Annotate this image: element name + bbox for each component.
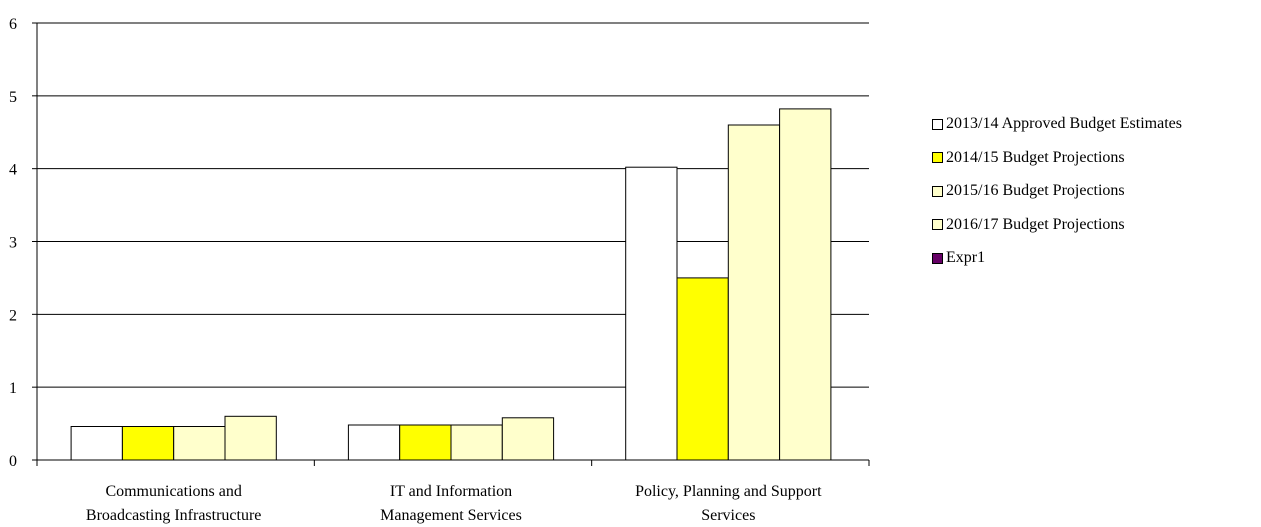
y-tick-label: 2	[9, 307, 17, 324]
bar	[121, 426, 175, 461]
bar	[727, 124, 781, 461]
x-tick-label: Policy, Planning and Support	[635, 483, 822, 500]
legend-swatch	[932, 152, 943, 163]
legend-label: 2016/17 Budget Projections	[946, 215, 1125, 233]
legend-item: 2016/17 Budget Projections	[932, 214, 1182, 236]
y-tick-label: 6	[9, 16, 17, 33]
legend-swatch	[932, 252, 943, 264]
y-tick-label: 4	[9, 162, 17, 179]
legend-item: 2015/16 Budget Projections	[932, 180, 1182, 202]
legend-label: Expr1	[946, 249, 986, 266]
y-tick-label: 5	[9, 89, 17, 106]
bar	[70, 426, 123, 461]
x-tick-label: Services	[701, 507, 755, 524]
legend-swatch	[932, 219, 943, 230]
bar	[676, 277, 729, 461]
legend-item: 2013/14 Approved Budget Estimates	[932, 113, 1182, 135]
chart-legend: 2013/14 Approved Budget Estimates 2014/15…	[932, 113, 1182, 281]
legend-label: 2014/15 Budget Projections	[946, 148, 1125, 166]
x-tick-label: Broadcasting Infrastructure	[86, 507, 261, 524]
bar	[173, 426, 226, 461]
bar	[501, 417, 555, 461]
bar	[450, 424, 503, 461]
y-tick-label: 1	[9, 380, 17, 397]
y-tick-label: 3	[9, 235, 17, 252]
bar	[779, 108, 832, 461]
legend-label: 2015/16 Budget Projections	[946, 182, 1125, 199]
axes	[32, 22, 870, 466]
bar	[347, 424, 401, 461]
x-tick-label: Management Services	[380, 507, 522, 524]
legend-item: 2014/15 Budget Projections	[932, 147, 1182, 169]
legend-swatch	[932, 185, 943, 197]
bar	[625, 166, 678, 461]
bar	[224, 415, 277, 461]
bar	[399, 424, 452, 461]
y-tick-label: 0	[9, 453, 17, 470]
x-tick-label: IT and Information	[390, 483, 512, 500]
legend-label: 2013/14 Approved Budget Estimates	[946, 115, 1182, 132]
axis-labels: 0 1 2 3 4 5 6 Communications and Broadcasting In…	[9, 16, 822, 524]
legend-item: Expr1	[932, 247, 1182, 269]
legend-swatch	[932, 118, 943, 130]
bars	[70, 108, 832, 461]
x-tick-label: Communications and	[105, 483, 241, 500]
